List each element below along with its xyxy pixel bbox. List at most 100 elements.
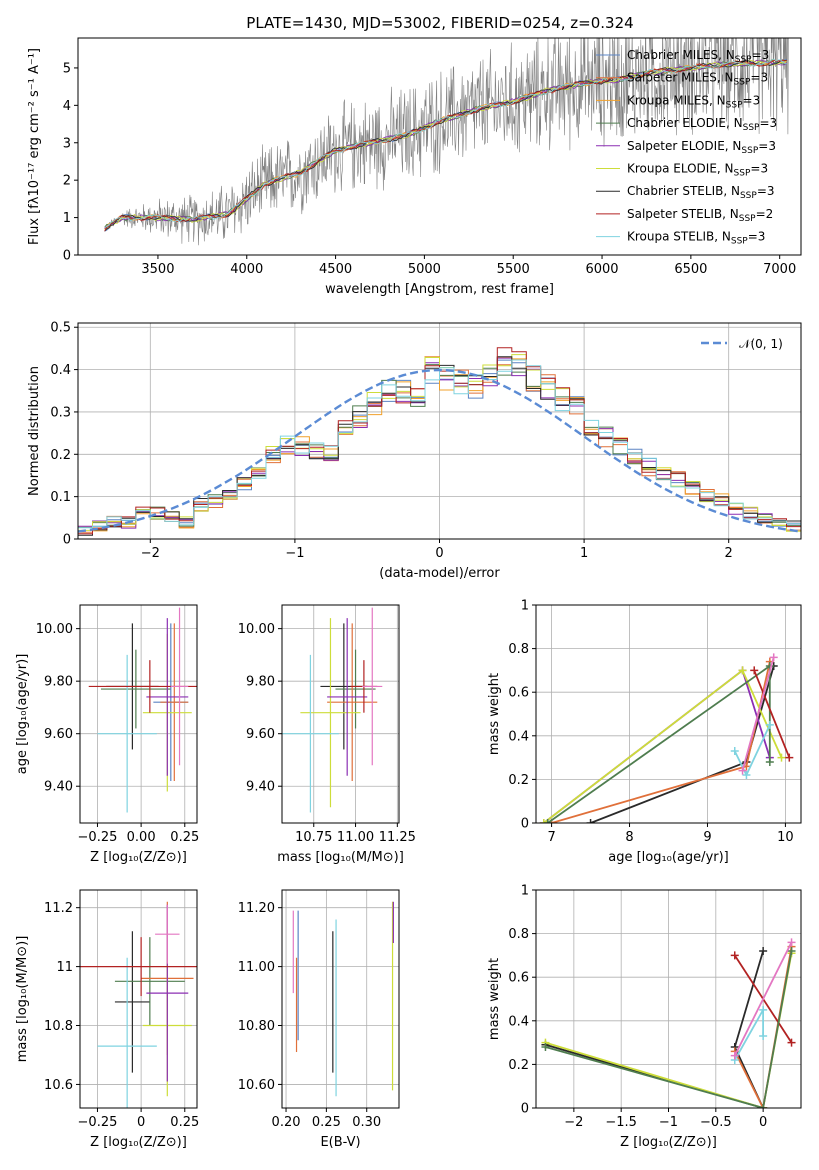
x-axis-label: E(B-V) [320,1135,360,1150]
y-tick-label: 0.3 [50,405,71,420]
x-tick-label: 5500 [497,262,530,277]
axes-frame [77,37,802,256]
plus-marker [730,951,739,960]
y-tick-label: 9.40 [246,780,275,795]
legend-subscript: SSP [740,191,757,201]
mass-vs-EBV-axes: 0.20 0.25 0.30 10.60 10.80 11.00 11.20 E(B-V) [238,889,400,1150]
legend-label: Salpeter MILES, NSSP=3 [627,71,768,88]
plus-marker [759,1104,768,1108]
x-tick-label: 0 [137,1115,145,1130]
x-axis-label: Z [log₁₀(Z/Z⊙)] [90,1135,187,1150]
y-tick-label: 0.8 [508,642,529,657]
x-axis-label: wavelength [Angstrom, rest frame] [325,282,554,297]
x-tick-label: 10 [777,830,794,845]
y-tick-label: 10.80 [238,1019,275,1034]
plus-marker [765,757,774,766]
x-tick-label: −1.5 [605,1115,637,1130]
x-tick-label: 0.00 [127,830,156,845]
spectrum-axes: Chabrier MILES, NSSP=3 Salpeter MILES, NS… [27,37,802,297]
x-axis-label: (data-model)/error [379,566,500,581]
legend-value: =3 [752,48,770,62]
residuals-plot-area [78,347,801,536]
y-tick-label: 10.8 [44,1019,73,1034]
y-tick-label: 10.00 [238,622,275,637]
plus-marker [759,1032,768,1041]
legend-label: Chabrier MILES, NSSP=3 [627,48,769,65]
plus-marker [738,666,747,675]
x-tick-label: −1 [285,546,304,561]
plus-marker [787,947,796,956]
weight-line [547,664,771,823]
x-tick-label: 0.25 [170,1115,199,1130]
y-axis-label: mass weight [487,673,502,755]
mass-vs-Z-axes: −0.25 0 0.25 10.6 10.8 11 11.2 Z [log₁₀(Z/Z⊙)] m… [15,889,199,1150]
weight-line [753,670,791,758]
x-tick-label: 7000 [763,262,796,277]
spectrum-plot-area [104,38,789,246]
x-tick-label: 6000 [585,262,618,277]
weight-line [545,950,793,1108]
legend-label: Kroupa ELODIE, NSSP=3 [627,162,768,179]
x-tick-label: 3500 [141,262,174,277]
legend-label: Chabrier ELODIE, NSSP=3 [627,116,777,133]
y-tick-label: 9.80 [246,675,275,690]
plus-marker [750,666,759,675]
y-axis-label: age [log₁₀(age/yr)] [15,654,30,775]
model-spectrum-line [104,58,787,228]
plus-marker [787,938,796,947]
x-tick-label: 7 [547,830,555,845]
model-spectrum-line [104,59,787,232]
plus-marker [777,753,786,762]
legend-subscript: SSP [735,55,752,65]
legend-label: Kroupa STELIB, NSSP=3 [627,230,765,247]
x-tick-label: 0.25 [312,1115,341,1130]
plus-marker [742,771,751,780]
y-tick-label: 0 [521,1102,529,1117]
legend-subscript: SSP [731,237,748,247]
y-tick-label: 0.4 [508,1014,529,1029]
mass-vs-EBV-plot-area [292,901,394,1097]
legend-label: Chabrier STELIB, NSSP=3 [627,184,775,201]
plus-marker [539,819,548,823]
residual-histogram [78,359,801,529]
legend-label: Salpeter ELODIE, NSSP=3 [627,139,776,156]
mass-vs-EBV-panel: 0.20 0.25 0.30 10.60 10.80 11.00 11.20 E(B-V) [238,889,400,1150]
x-tick-label: 11.25 [379,830,416,845]
x-tick-label: −2 [141,546,160,561]
age-vs-Z-axes: −0.25 0.00 0.25 9.40 9.60 9.80 10.00 Z [log₁₀(Z… [15,604,199,865]
legend-subscript: SSP [734,169,751,179]
y-tick-label: 2 [63,174,71,189]
age-vs-Z-plot-area [88,607,197,813]
y-tick-label: 9.80 [44,675,73,690]
y-tick-label: 1 [521,599,529,614]
plus-marker [586,819,595,823]
x-tick-label: 5000 [408,262,441,277]
figure-title: PLATE=1430, MJD=53002, FIBERID=0254, z=0… [246,14,633,32]
y-tick-label: 0.6 [508,686,529,701]
y-tick-label: 0.2 [50,448,71,463]
y-tick-label: 10.60 [238,1078,275,1093]
age-vs-mass-axes: 10.75 11.00 11.25 9.40 9.60 9.80 10.00 mass [lo… [238,604,416,865]
y-tick-label: 1 [63,211,71,226]
x-tick-label: 4000 [230,262,263,277]
weight-vs-age-axes: 7 8 9 10 0 0.2 0.4 0.6 0.8 1 age [log₁₀(age/yr)] ma… [487,599,802,865]
plus-marker [543,819,552,823]
y-axis-label: Normed distribution [27,366,42,496]
mass-vs-Z-plot-area [80,901,197,1108]
y-axis-label: mass weight [487,958,502,1040]
legend-subscript: SSP [726,100,743,110]
x-tick-label: 1 [580,546,588,561]
weight-vs-Z-panel: −2 −1.5 −1 −0.5 0 0 0.2 0.4 0.6 0.8 1 Z [log₁₀(Z/Z⊙… [487,884,802,1150]
axes-frame [79,889,198,1109]
y-tick-label: 10.6 [44,1078,73,1093]
residuals-panel: 𝒩(0, 1) −2 −1 0 1 2 0 0.1 0.2 0.3 0.4 0.5 (data-mode… [27,321,802,581]
y-tick-label: 0 [63,533,71,548]
x-axis-label: Z [log₁₀(Z/Z⊙)] [90,850,187,865]
x-tick-label: 10.75 [295,830,332,845]
weight-vs-age-plot-area [539,653,794,823]
plus-marker [759,947,768,956]
y-tick-label: 0.4 [50,363,71,378]
legend-value: =3 [750,162,768,176]
mass-vs-Z-panel: −0.25 0 0.25 10.6 10.8 11 11.2 Z [log₁₀(Z/Z⊙)] m… [15,889,199,1150]
